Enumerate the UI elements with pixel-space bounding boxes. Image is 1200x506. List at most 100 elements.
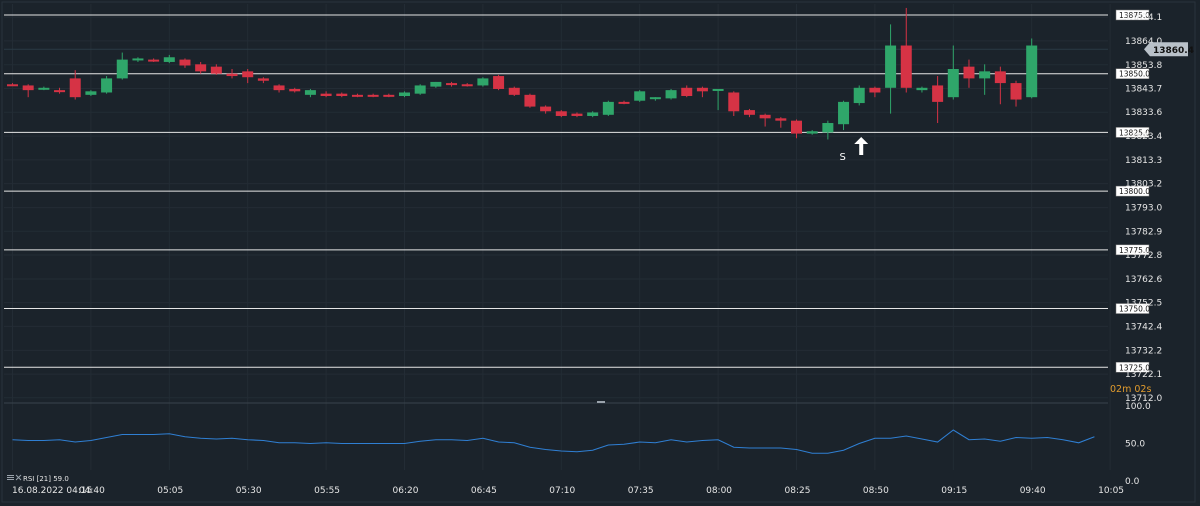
candle[interactable] <box>885 24 897 114</box>
candle-body <box>696 87 708 92</box>
candle-body <box>838 101 850 125</box>
candle-layer[interactable] <box>7 7 1038 140</box>
candle-body <box>1026 45 1038 98</box>
time-tick-label: 07:10 <box>549 486 575 496</box>
close-icon[interactable] <box>15 474 22 481</box>
candle[interactable] <box>179 58 191 68</box>
candle-body <box>289 88 301 92</box>
candle[interactable] <box>195 61 207 74</box>
candle-body <box>602 101 614 115</box>
candle[interactable] <box>54 87 66 94</box>
candle[interactable] <box>1010 80 1022 107</box>
candle-body <box>163 57 175 62</box>
candle[interactable] <box>446 81 458 87</box>
candle[interactable] <box>838 100 850 131</box>
level-label: 13850.0 <box>1119 70 1150 79</box>
candle[interactable] <box>367 93 379 98</box>
candle[interactable] <box>1026 38 1038 99</box>
candle[interactable] <box>493 74 505 91</box>
candle[interactable] <box>69 70 81 100</box>
candle[interactable] <box>994 66 1006 105</box>
candle[interactable] <box>132 57 144 62</box>
candle[interactable] <box>649 97 661 101</box>
pane-resize-handle[interactable] <box>597 401 605 403</box>
candle[interactable] <box>571 112 583 118</box>
candle[interactable] <box>869 86 881 98</box>
candle[interactable] <box>38 86 50 91</box>
candle[interactable] <box>320 91 332 98</box>
price-tick-label: 13833.6 <box>1125 108 1162 118</box>
candle[interactable] <box>304 88 316 98</box>
candle[interactable] <box>101 76 113 94</box>
candle[interactable] <box>634 90 646 102</box>
candle[interactable] <box>226 69 238 79</box>
candle[interactable] <box>257 77 269 84</box>
candle-body <box>524 94 536 107</box>
candle[interactable] <box>775 117 787 128</box>
candle[interactable] <box>728 91 740 116</box>
candle[interactable] <box>461 83 473 87</box>
candle-body <box>116 59 128 79</box>
candle[interactable] <box>383 93 395 98</box>
candle[interactable] <box>587 111 599 118</box>
candle[interactable] <box>289 87 301 93</box>
candle[interactable] <box>163 54 175 64</box>
candle[interactable] <box>696 86 708 98</box>
candle[interactable] <box>681 85 693 98</box>
time-tick-label: 10:05 <box>1098 486 1124 496</box>
candle[interactable] <box>932 76 944 124</box>
candle-body <box>822 123 834 133</box>
candle[interactable] <box>979 64 991 95</box>
candle-body <box>446 83 458 86</box>
candle[interactable] <box>148 58 160 62</box>
candle[interactable] <box>242 69 254 84</box>
candle[interactable] <box>712 88 724 111</box>
time-tick-label: 07:35 <box>628 486 654 496</box>
candle[interactable] <box>665 88 677 100</box>
candle[interactable] <box>916 86 928 93</box>
indicator-legend[interactable]: RSI [21] 59.0 <box>7 474 69 483</box>
candle[interactable] <box>900 7 912 93</box>
time-tick-label: 05:55 <box>314 486 340 496</box>
candle[interactable] <box>540 105 552 114</box>
candle[interactable] <box>853 85 865 106</box>
candle[interactable] <box>759 113 771 127</box>
candle[interactable] <box>414 84 426 95</box>
candle[interactable] <box>524 93 536 108</box>
candle[interactable] <box>743 108 755 118</box>
candle[interactable] <box>85 90 97 97</box>
price-tick-label: 13874.1 <box>1125 13 1162 23</box>
candle[interactable] <box>602 100 614 116</box>
candle[interactable] <box>618 100 630 105</box>
candle[interactable] <box>963 59 975 88</box>
price-tick-label: 13803.2 <box>1125 180 1162 190</box>
candle[interactable] <box>22 84 34 98</box>
candle-body <box>743 110 755 115</box>
level-label-box <box>1115 68 1150 79</box>
level-label: 13825.0 <box>1119 128 1150 137</box>
price-tick-label: 13823.4 <box>1125 132 1162 142</box>
candle[interactable] <box>555 110 567 118</box>
candle[interactable] <box>477 77 489 87</box>
candle[interactable] <box>822 120 834 140</box>
candle[interactable] <box>806 130 818 135</box>
candle[interactable] <box>430 81 442 88</box>
list-icon[interactable] <box>7 475 14 480</box>
candle[interactable] <box>399 91 410 98</box>
candle-body <box>979 71 991 79</box>
level-label-box <box>1115 127 1150 138</box>
candle-body <box>555 111 567 116</box>
candle-body <box>571 113 583 116</box>
candle[interactable] <box>791 119 802 139</box>
candle[interactable] <box>336 92 348 98</box>
rsi-axis: 100.0 50.0 0.0 <box>1125 402 1151 487</box>
candle[interactable] <box>351 93 363 98</box>
candle[interactable] <box>116 52 128 80</box>
candle-body <box>210 66 222 74</box>
candle[interactable] <box>210 64 222 75</box>
candle[interactable] <box>947 45 959 100</box>
candle[interactable] <box>273 84 285 93</box>
candle[interactable] <box>7 83 18 87</box>
candle[interactable] <box>508 86 520 97</box>
